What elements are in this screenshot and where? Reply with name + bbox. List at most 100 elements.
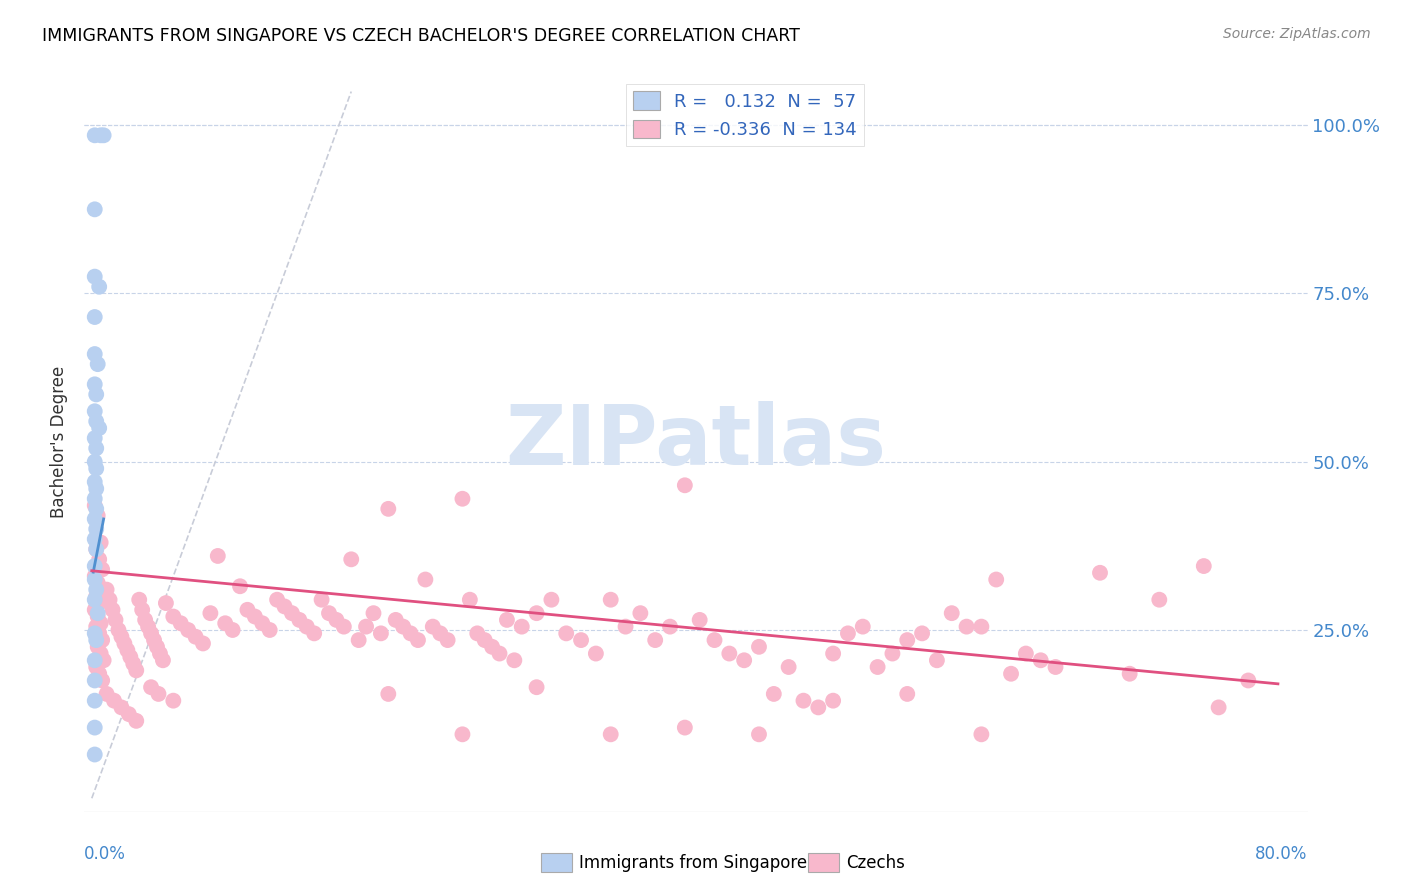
Point <box>83 592 105 607</box>
Point <box>1149 592 1171 607</box>
Point <box>200 606 222 620</box>
Point <box>540 592 562 607</box>
Point <box>792 694 814 708</box>
Point <box>748 727 770 741</box>
Point <box>882 647 904 661</box>
Point <box>107 623 129 637</box>
Point <box>89 626 111 640</box>
Point <box>83 404 105 418</box>
Point <box>689 613 711 627</box>
Point <box>807 700 830 714</box>
Point <box>363 606 385 620</box>
Text: 0.0%: 0.0% <box>84 845 127 863</box>
Point <box>125 714 148 728</box>
Point <box>465 626 488 640</box>
Point <box>925 653 948 667</box>
Point <box>896 687 918 701</box>
Point <box>120 649 142 664</box>
Point <box>86 508 108 523</box>
Point <box>599 727 621 741</box>
Point <box>83 559 105 574</box>
Legend: R =   0.132  N =  57, R = -0.336  N = 134: R = 0.132 N = 57, R = -0.336 N = 134 <box>626 84 865 146</box>
Point <box>392 620 415 634</box>
Point <box>673 478 696 492</box>
Point <box>83 455 105 469</box>
Point <box>84 501 107 516</box>
Point <box>941 606 963 620</box>
Point <box>83 603 105 617</box>
Point <box>98 592 121 607</box>
Point <box>555 626 578 640</box>
Point <box>488 647 510 661</box>
Point <box>84 442 107 456</box>
FancyBboxPatch shape <box>541 853 572 872</box>
Point <box>83 128 105 143</box>
Point <box>84 582 107 597</box>
Point <box>266 592 288 607</box>
Point <box>191 636 214 650</box>
Point <box>1237 673 1260 688</box>
Point <box>139 680 162 694</box>
Point <box>451 491 474 506</box>
Point <box>1000 666 1022 681</box>
Point <box>84 387 107 401</box>
Point <box>229 579 252 593</box>
Point <box>83 310 105 324</box>
Point <box>83 475 105 489</box>
Point <box>340 552 363 566</box>
Point <box>252 616 274 631</box>
Point <box>86 357 108 371</box>
Point <box>377 687 399 701</box>
Point <box>503 653 526 667</box>
Point <box>184 630 207 644</box>
Point <box>1118 666 1140 681</box>
Point <box>673 721 696 735</box>
Point <box>89 596 111 610</box>
Point <box>347 633 370 648</box>
Point <box>90 582 112 597</box>
Point <box>110 700 132 714</box>
Point <box>481 640 503 654</box>
Point <box>1029 653 1052 667</box>
Point <box>221 623 243 637</box>
Point <box>136 620 159 634</box>
Point <box>83 431 105 445</box>
Point <box>83 747 105 762</box>
Point <box>83 269 105 284</box>
Point <box>703 633 725 648</box>
Text: Czechs: Czechs <box>846 854 905 871</box>
Point <box>837 626 859 640</box>
Point <box>122 657 145 671</box>
Point <box>162 609 184 624</box>
Point <box>89 279 111 293</box>
Point <box>90 128 112 143</box>
Point <box>83 499 105 513</box>
Point <box>659 620 682 634</box>
Point <box>295 620 318 634</box>
Point <box>84 620 107 634</box>
Point <box>259 623 281 637</box>
Point <box>354 620 377 634</box>
Point <box>429 626 451 640</box>
Point <box>333 620 356 634</box>
Point <box>103 694 125 708</box>
Point <box>986 573 1008 587</box>
Point <box>91 562 114 576</box>
Point <box>96 582 118 597</box>
Point <box>823 694 845 708</box>
Point <box>823 647 845 661</box>
Point <box>155 596 177 610</box>
Point <box>370 626 392 640</box>
Point <box>436 633 458 648</box>
Point <box>778 660 800 674</box>
Point <box>83 721 105 735</box>
Point <box>83 347 105 361</box>
Point <box>83 377 105 392</box>
Point <box>112 636 135 650</box>
Point <box>90 535 112 549</box>
Point <box>104 613 127 627</box>
Point <box>83 653 105 667</box>
Point <box>91 633 114 648</box>
Point <box>91 673 114 688</box>
Point <box>89 421 111 435</box>
